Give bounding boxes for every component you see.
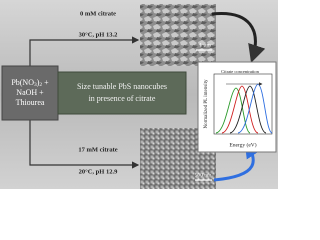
sem-image-top — [140, 4, 216, 66]
spectrum-x-label: Energy (eV) — [229, 141, 256, 148]
center-line: Size tunable PbS nanocubes — [77, 82, 167, 91]
scale-label: 500 nm — [195, 172, 212, 178]
reactant-part: Thiourea — [16, 98, 45, 107]
scale-label: 1 µm — [199, 42, 211, 48]
reactants-box — [1, 65, 59, 121]
reactant-part: + — [42, 78, 49, 87]
arrow-bottom — [29, 118, 140, 169]
arrow-to-spectrum — [211, 12, 266, 63]
spectrum-panel — [197, 61, 277, 153]
reactant-part: Pb(NO — [11, 78, 34, 87]
reactant-part: 2 — [39, 82, 42, 88]
branch-label: 0 mM citrate — [80, 10, 116, 17]
arrow-top — [29, 36, 140, 68]
reactant-part: 3 — [34, 82, 37, 88]
branch-conditions: 30°C, pH 13.2 — [79, 31, 118, 38]
graphical-abstract: Pb(NO3)2 + NaOH + Thiourea Size tunable Pb… — [0, 0, 278, 189]
spectrum-curve — [221, 85, 259, 134]
spectrum-axes — [213, 73, 273, 135]
spectrum-y-label: Normalized PL intensity — [204, 79, 209, 128]
spectrum-annotation: Citrate concentration — [221, 69, 260, 74]
center-line: in presence of citrate — [89, 94, 156, 103]
center-box — [57, 71, 187, 115]
branch-label: 17 mM citrate — [78, 146, 117, 153]
reactant-part: NaOH + — [16, 88, 44, 97]
reactant-part: ) — [37, 78, 40, 87]
branch-conditions: 20°C, pH 12.9 — [79, 168, 118, 175]
reactants-text: Pb(NO3)2 + NaOH + Thiourea — [11, 78, 49, 107]
spectrum-curve — [229, 85, 267, 134]
